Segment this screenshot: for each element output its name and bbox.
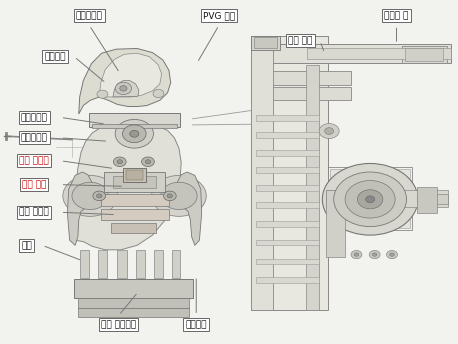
- Bar: [402, 46, 447, 63]
- Bar: [80, 250, 89, 278]
- Text: 텔레 박스: 텔레 박스: [22, 180, 46, 189]
- Text: 스윙베어링: 스윙베어링: [21, 133, 48, 142]
- Text: 텔레 실린데: 텔레 실린데: [19, 208, 49, 217]
- Bar: [98, 250, 107, 278]
- Bar: [256, 278, 319, 283]
- Circle shape: [351, 250, 362, 259]
- Text: 타인: 타인: [21, 241, 32, 250]
- Bar: [251, 35, 328, 310]
- Bar: [327, 190, 344, 257]
- Circle shape: [115, 119, 153, 148]
- Circle shape: [63, 175, 117, 216]
- Bar: [111, 223, 156, 234]
- Bar: [330, 169, 410, 228]
- Circle shape: [354, 253, 359, 256]
- Bar: [256, 240, 319, 245]
- Bar: [254, 37, 277, 49]
- Circle shape: [115, 82, 131, 95]
- Bar: [307, 49, 451, 59]
- Polygon shape: [177, 172, 202, 245]
- Bar: [417, 187, 437, 213]
- Text: PVG 밸브: PVG 밸브: [203, 11, 235, 20]
- Bar: [417, 194, 447, 204]
- Bar: [136, 250, 145, 278]
- Bar: [251, 71, 351, 85]
- Circle shape: [122, 125, 146, 143]
- Bar: [256, 202, 319, 208]
- Polygon shape: [113, 80, 139, 97]
- Bar: [256, 185, 319, 191]
- Text: 센터조인트: 센터조인트: [21, 113, 48, 122]
- Circle shape: [325, 128, 334, 135]
- Circle shape: [161, 182, 197, 209]
- Circle shape: [120, 86, 127, 91]
- Bar: [256, 221, 319, 227]
- Bar: [256, 167, 319, 173]
- Text: 상부프레임: 상부프레임: [76, 11, 103, 20]
- Bar: [251, 35, 273, 310]
- Text: 앞엔드 핀: 앞엔드 핀: [384, 11, 409, 20]
- Circle shape: [114, 157, 126, 166]
- Bar: [123, 168, 146, 182]
- Bar: [89, 113, 180, 127]
- Circle shape: [345, 181, 395, 218]
- Circle shape: [152, 175, 206, 216]
- Circle shape: [372, 253, 377, 256]
- Bar: [256, 150, 319, 155]
- Bar: [306, 65, 319, 310]
- Bar: [256, 115, 319, 121]
- Circle shape: [93, 191, 106, 201]
- Bar: [256, 259, 319, 264]
- Circle shape: [145, 160, 151, 164]
- Circle shape: [167, 194, 173, 198]
- Bar: [154, 250, 163, 278]
- Bar: [104, 172, 165, 193]
- Bar: [78, 298, 190, 309]
- Polygon shape: [99, 53, 162, 97]
- Circle shape: [153, 89, 164, 98]
- Circle shape: [142, 157, 154, 166]
- Text: 그랩 실린더: 그랩 실린더: [19, 156, 49, 165]
- Bar: [93, 124, 177, 128]
- Text: 선회 모터: 선회 모터: [288, 36, 313, 45]
- Circle shape: [387, 250, 398, 259]
- Circle shape: [390, 253, 394, 256]
- Bar: [113, 176, 156, 189]
- Bar: [256, 35, 269, 310]
- Circle shape: [130, 130, 139, 137]
- Circle shape: [164, 191, 176, 201]
- Bar: [74, 279, 192, 298]
- Circle shape: [117, 160, 122, 164]
- Circle shape: [319, 123, 339, 139]
- Bar: [172, 250, 180, 278]
- Text: 메인바디: 메인바디: [185, 320, 207, 329]
- Polygon shape: [74, 123, 181, 250]
- Bar: [78, 309, 190, 317]
- Circle shape: [97, 194, 102, 198]
- Circle shape: [365, 196, 375, 203]
- Bar: [126, 170, 143, 180]
- Text: 볼레이드: 볼레이드: [44, 52, 66, 61]
- Circle shape: [72, 182, 109, 209]
- Bar: [328, 167, 413, 230]
- Circle shape: [97, 90, 108, 98]
- Bar: [251, 35, 280, 50]
- Bar: [251, 87, 351, 100]
- Circle shape: [334, 172, 407, 227]
- Bar: [101, 208, 169, 221]
- Circle shape: [322, 163, 418, 235]
- Bar: [251, 44, 451, 63]
- Bar: [117, 250, 126, 278]
- Circle shape: [357, 190, 383, 209]
- Circle shape: [369, 250, 380, 259]
- Bar: [101, 194, 169, 206]
- Text: 침목 그랩패드: 침목 그랩패드: [101, 320, 136, 329]
- Polygon shape: [79, 49, 171, 114]
- Bar: [405, 48, 443, 62]
- Polygon shape: [67, 172, 93, 245]
- Bar: [256, 132, 319, 138]
- Bar: [327, 191, 448, 207]
